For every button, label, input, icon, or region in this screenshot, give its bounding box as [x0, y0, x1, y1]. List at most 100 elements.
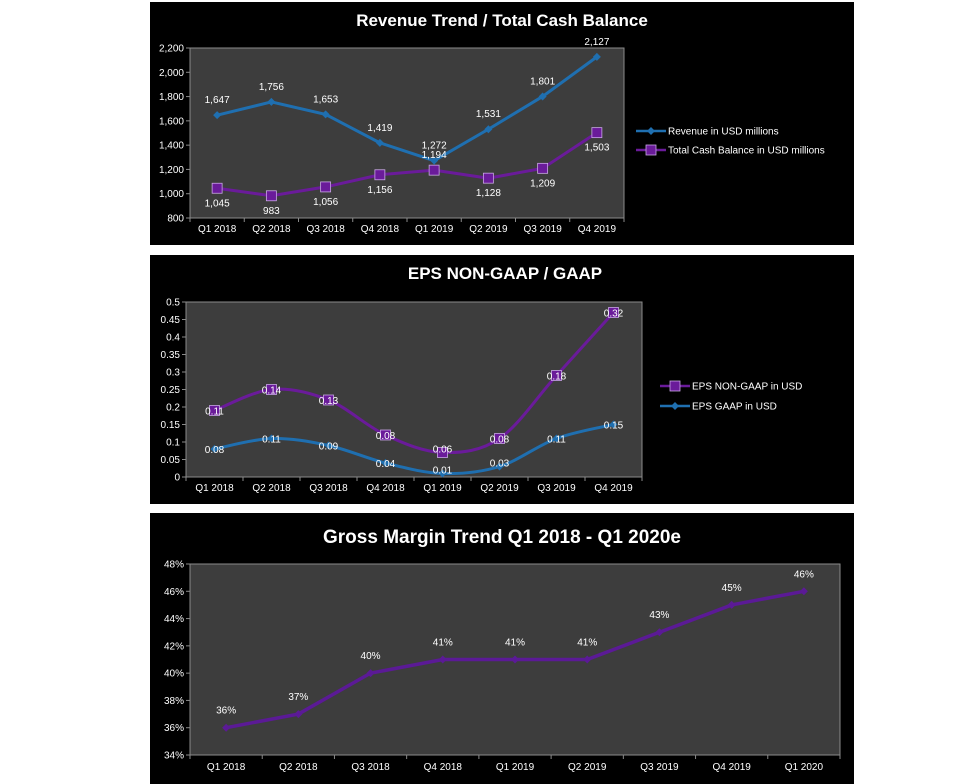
data-point-0-7 [727, 600, 736, 609]
data-label-0-2: 0.13 [319, 396, 339, 407]
data-label-1-6: 1,209 [530, 178, 555, 189]
y-tick-label: 2,000 [159, 68, 184, 79]
data-point-0-3 [438, 655, 447, 664]
legend-label-1: EPS GAAP in USD [692, 402, 777, 413]
data-label-0-4: 41% [505, 638, 525, 649]
y-tick-label: 38% [164, 696, 184, 707]
y-tick-label: 46% [164, 587, 184, 598]
x-tick-label: Q2 2018 [252, 483, 291, 494]
y-tick-label: 0.15 [161, 420, 181, 431]
data-point-1-0 [211, 182, 223, 194]
y-tick-label: 1,400 [159, 141, 184, 152]
data-label-0-0: 1,647 [205, 95, 230, 106]
data-label-0-0: 36% [216, 706, 236, 717]
y-tick-label: 1,000 [159, 189, 184, 200]
data-point-0-2 [366, 669, 375, 678]
data-point-1-1 [265, 190, 277, 202]
data-point-1-2 [324, 441, 333, 450]
x-tick-label: Q1 2019 [496, 762, 535, 773]
data-point-0-7 [592, 52, 601, 61]
x-tick-label: Q3 2018 [351, 762, 390, 773]
data-point-0-6 [551, 370, 562, 381]
data-label-0-5: 41% [577, 638, 597, 649]
data-point-0-6 [655, 628, 664, 637]
data-point-0-4 [430, 156, 439, 165]
data-point-0-3 [375, 138, 384, 147]
revenue-cash-chart: Revenue Trend / Total Cash Balance 2,200… [159, 11, 825, 235]
data-label-0-6: 1,801 [530, 76, 555, 87]
data-label-0-7: 2,127 [584, 37, 609, 48]
data-point-1-7 [591, 127, 603, 139]
y-tick-label: 0.25 [161, 385, 181, 396]
data-point-1-6 [537, 162, 549, 174]
x-tick-label: Q2 2019 [568, 762, 607, 773]
data-label-0-2: 40% [361, 651, 381, 662]
data-point-1-1 [267, 434, 276, 443]
data-point-0-4 [511, 655, 519, 664]
data-label-0-1: 0.14 [262, 386, 282, 397]
data-label-1-2: 0.09 [319, 442, 339, 453]
y-tick-label: 0.45 [161, 315, 181, 326]
data-point-0-8 [799, 587, 808, 596]
data-label-1-1: 0.11 [262, 435, 281, 446]
data-point-1-2 [320, 181, 332, 193]
data-point-0-5 [484, 125, 493, 134]
data-label-0-5: 0.08 [490, 435, 510, 446]
data-label-0-7: 0.32 [604, 309, 624, 320]
x-tick-label: Q3 2019 [640, 762, 679, 773]
series-line-1 [214, 423, 614, 476]
data-point-0-2 [321, 110, 330, 119]
legend-marker [671, 402, 679, 410]
data-point-0-6 [538, 92, 547, 101]
x-tick-label: Q2 2019 [469, 224, 508, 235]
x-tick-label: Q4 2018 [424, 762, 463, 773]
data-label-1-4: 0.01 [433, 466, 453, 477]
legend-label-1: Total Cash Balance in USD millions [668, 146, 825, 157]
data-label-1-3: 1,156 [367, 185, 392, 196]
chart-title: EPS NON-GAAP / GAAP [408, 264, 602, 283]
data-point-1-0 [210, 445, 219, 453]
y-tick-label: 1,200 [159, 165, 184, 176]
data-point-1-3 [374, 169, 386, 181]
data-label-1-0: 0.08 [205, 445, 225, 456]
data-point-0-5 [494, 433, 505, 444]
data-label-1-2: 1,056 [313, 197, 338, 208]
data-label-0-8: 46% [794, 569, 814, 580]
gross-margin-chart-panel: Gross Margin Trend Q1 2018 - Q1 2020e 48… [150, 513, 854, 784]
x-tick-label: Q1 2019 [415, 224, 454, 235]
data-label-0-6: 0.18 [547, 372, 567, 383]
chart-title: Gross Margin Trend Q1 2018 - Q1 2020e [323, 527, 681, 548]
x-tick-label: Q1 2018 [207, 762, 246, 773]
y-tick-label: 40% [164, 669, 184, 680]
x-tick-label: Q4 2018 [361, 224, 400, 235]
plot-area [185, 301, 643, 478]
data-point-0-2 [323, 394, 334, 406]
data-point-0-1 [266, 384, 277, 395]
x-tick-label: Q3 2018 [309, 483, 348, 494]
plot-area [189, 47, 625, 219]
x-tick-label: Q1 2019 [423, 483, 462, 494]
legend-label-0: EPS NON-GAAP in USD [692, 382, 802, 393]
data-label-0-2: 1,653 [313, 94, 338, 105]
x-tick-label: Q2 2018 [252, 224, 291, 235]
data-point-1-4 [428, 164, 440, 176]
data-label-0-1: 1,756 [259, 82, 284, 93]
data-label-1-1: 983 [263, 206, 280, 217]
data-label-1-5: 1,128 [476, 188, 501, 199]
data-point-0-0 [222, 723, 231, 732]
y-tick-label: 1,800 [159, 92, 184, 103]
data-label-1-0: 1,045 [205, 198, 230, 209]
data-label-1-7: 0.15 [604, 421, 624, 432]
data-point-1-6 [552, 434, 561, 443]
y-tick-label: 0.3 [166, 368, 180, 379]
data-point-1-7 [609, 420, 618, 429]
data-label-0-1: 37% [288, 692, 308, 703]
data-point-0-1 [267, 97, 276, 106]
gross-margin-chart: Gross Margin Trend Q1 2018 - Q1 2020e 48… [164, 527, 841, 773]
data-point-0-3 [380, 429, 391, 441]
x-tick-label: Q3 2019 [523, 224, 562, 235]
y-tick-label: 800 [167, 214, 184, 225]
data-point-0-0 [213, 111, 222, 120]
y-tick-label: 1,600 [159, 116, 184, 127]
data-label-0-6: 43% [649, 610, 669, 621]
